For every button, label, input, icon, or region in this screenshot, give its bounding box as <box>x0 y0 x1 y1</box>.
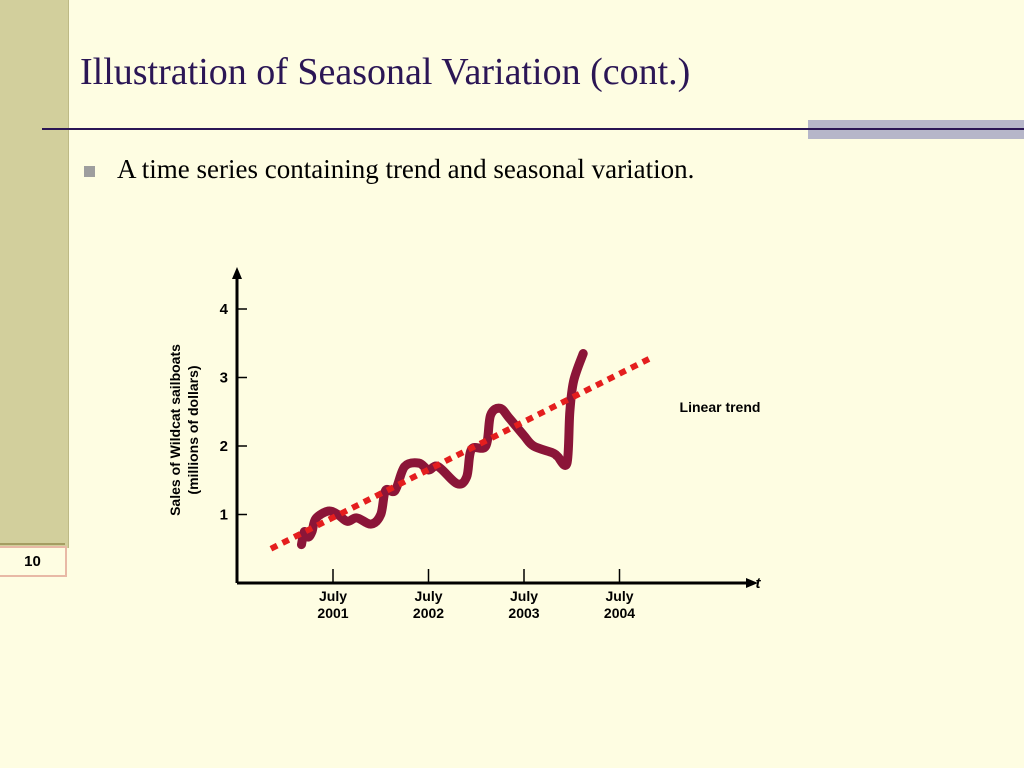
x-tick-label: 2002 <box>413 605 444 621</box>
y-tick-label: 2 <box>220 438 228 455</box>
sales-series-line <box>296 349 588 550</box>
bullet-text: A time series containing trend and seaso… <box>117 154 695 184</box>
x-tick-label: 2004 <box>604 605 635 621</box>
x-tick-label: July <box>605 588 633 604</box>
y-tick-label: 3 <box>220 370 228 387</box>
y-axis-arrow <box>232 267 242 279</box>
y-axis-label: (millions of dollars) <box>185 365 201 494</box>
slide-number: 10 <box>0 543 67 577</box>
sales-chart: 1234July2001July2002July2003July2004tSal… <box>167 267 762 621</box>
x-axis-label: t <box>756 575 762 592</box>
x-tick-label: July <box>414 588 442 604</box>
slide-sidebar-edge <box>68 0 69 548</box>
trend-line-label: Linear trend <box>680 399 761 415</box>
trend-line <box>269 354 655 552</box>
slide-sidebar <box>0 0 68 548</box>
x-tick-label: July <box>510 588 538 604</box>
bullet-icon <box>84 166 95 177</box>
slide-title: Illustration of Seasonal Variation (cont… <box>80 51 691 93</box>
x-tick-label: 2001 <box>317 605 348 621</box>
title-rule <box>42 128 1024 130</box>
y-tick-label: 1 <box>220 507 228 524</box>
title-rule-accent <box>808 120 1024 139</box>
y-tick-label: 4 <box>220 301 229 318</box>
x-tick-label: July <box>319 588 347 604</box>
x-tick-label: 2003 <box>508 605 539 621</box>
x-axis-arrow <box>746 578 758 588</box>
y-axis-label: Sales of Wildcat sailboats <box>167 344 183 516</box>
